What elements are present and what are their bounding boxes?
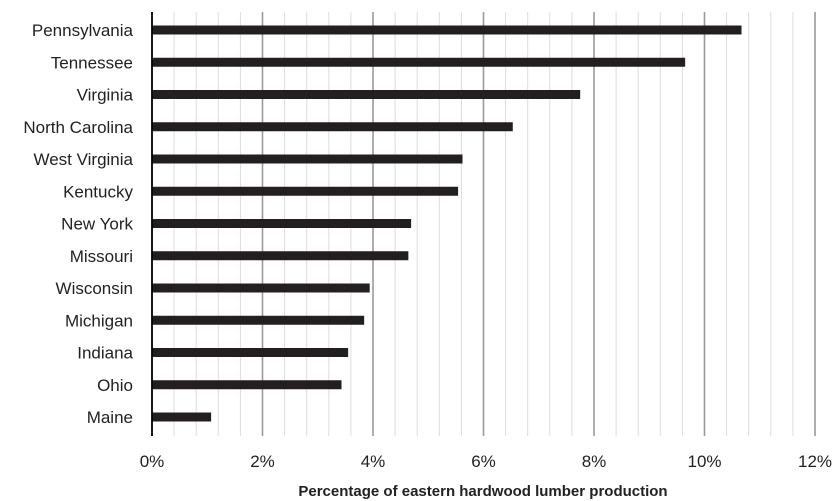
bar	[152, 380, 342, 390]
bar	[152, 412, 212, 422]
x-tick-label: 0%	[140, 452, 165, 471]
category-label: Missouri	[70, 247, 133, 266]
bar	[152, 251, 409, 261]
category-label: Kentucky	[63, 182, 133, 201]
category-label: Virginia	[77, 86, 134, 105]
bar	[152, 283, 370, 293]
category-label: Indiana	[77, 344, 133, 363]
bar	[152, 57, 686, 67]
bar-series	[152, 25, 742, 422]
category-label: Tennessee	[51, 53, 133, 72]
x-tick-label: 8%	[582, 452, 607, 471]
bar	[152, 90, 581, 99]
bar	[152, 219, 412, 228]
category-label: Ohio	[97, 376, 133, 395]
bar	[152, 315, 365, 325]
category-label: West Virginia	[33, 150, 133, 169]
category-label: Michigan	[65, 311, 133, 330]
x-tick-label: 4%	[361, 452, 386, 471]
minor-gridlines	[173, 12, 794, 436]
category-labels: Pennsylvania Tennessee Virginia North Carol…	[23, 21, 133, 427]
bar	[152, 25, 742, 35]
category-label: Pennsylvania	[32, 21, 134, 40]
bar	[152, 186, 459, 196]
bar	[152, 122, 513, 132]
x-tick-label: 12%	[798, 452, 832, 471]
category-label: New York	[61, 215, 133, 234]
x-tick-label: 2%	[250, 452, 275, 471]
category-label: North Carolina	[23, 118, 133, 137]
x-tick-labels: 0% 2% 4% 6% 8% 10% 12%	[140, 452, 832, 471]
bar	[152, 154, 463, 164]
category-label: Wisconsin	[56, 279, 133, 298]
x-axis-title: Percentage of eastern hardwood lumber pr…	[298, 483, 667, 500]
bar	[152, 348, 349, 357]
x-tick-label: 6%	[471, 452, 496, 471]
category-label: Maine	[87, 408, 133, 427]
x-tick-label: 10%	[687, 452, 721, 471]
